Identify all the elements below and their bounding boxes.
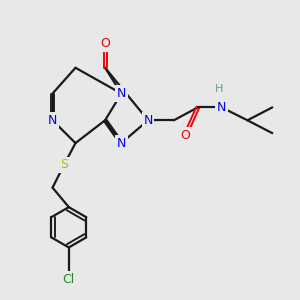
Text: N: N: [117, 136, 126, 150]
Text: O: O: [100, 38, 110, 50]
Text: H: H: [214, 84, 223, 94]
Text: N: N: [48, 114, 57, 127]
Text: S: S: [60, 158, 68, 171]
Text: N: N: [217, 101, 226, 114]
Text: O: O: [180, 129, 190, 142]
Text: N: N: [143, 114, 153, 127]
Text: N: N: [117, 87, 126, 100]
Text: Cl: Cl: [63, 273, 75, 286]
